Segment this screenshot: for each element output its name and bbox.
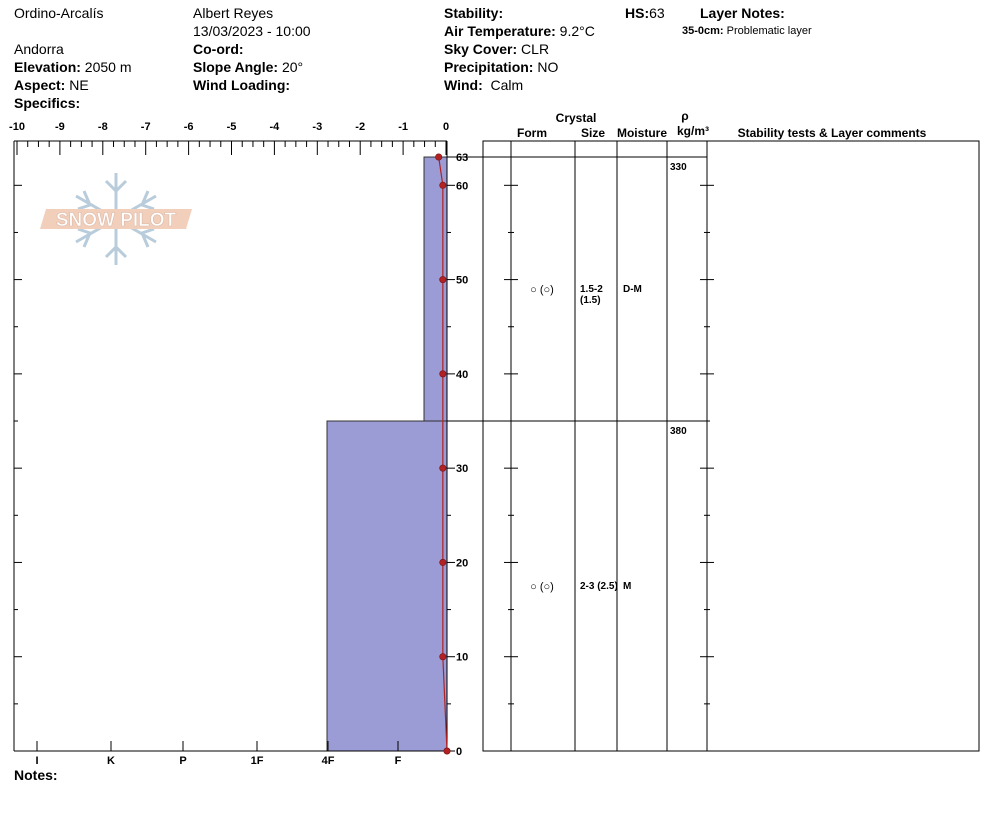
sky-cover: Sky Cover: CLR bbox=[444, 40, 549, 58]
temperature-point-7 bbox=[443, 747, 451, 755]
temp-tick-label-0: -10 bbox=[9, 121, 25, 133]
wind-label: Wind: bbox=[444, 77, 483, 93]
slope: Slope Angle: 20° bbox=[193, 58, 303, 76]
snowpilot-logo: SNOW PILOT bbox=[40, 173, 192, 265]
hardness-label-1: K bbox=[107, 755, 115, 767]
aspect-label: Aspect: bbox=[14, 77, 66, 93]
hardness-label-5: F bbox=[395, 755, 402, 767]
notes-label: Notes: bbox=[14, 767, 58, 783]
layer-note: 35-0cm: Problematic layer bbox=[682, 22, 812, 40]
layer-note-depth: 35-0cm: bbox=[682, 25, 724, 37]
stability: Stability: bbox=[444, 4, 503, 22]
elevation-label: Elevation: bbox=[14, 59, 81, 75]
location: Ordino-Arcalís bbox=[14, 5, 104, 21]
height-tick-label-6: 60 bbox=[456, 180, 468, 192]
temp-tick-label-9: -1 bbox=[398, 121, 408, 133]
temperature-point-2 bbox=[439, 276, 447, 284]
form-header: Form bbox=[517, 126, 547, 140]
air-temp: Air Temperature: 9.2°C bbox=[444, 22, 595, 40]
sky-value: CLR bbox=[521, 41, 550, 57]
temp-tick-label-3: -7 bbox=[141, 121, 151, 133]
height-tick-label-2: 20 bbox=[456, 557, 468, 569]
precip-label: Precipitation: bbox=[444, 59, 534, 75]
temperature-point-1 bbox=[439, 181, 447, 189]
air-temp-value: 9.2°C bbox=[559, 23, 595, 39]
aspect: Aspect: NE bbox=[14, 76, 89, 94]
aspect-value: NE bbox=[69, 77, 89, 93]
rho-header: ρ bbox=[681, 109, 688, 123]
height-tick-label-0: 0 bbox=[456, 746, 462, 758]
layer-form-1: ○ (○) bbox=[530, 581, 554, 593]
layer-table-frame bbox=[482, 140, 980, 752]
notes: Notes: bbox=[14, 766, 58, 784]
precip-value: NO bbox=[537, 59, 559, 75]
layer-moisture-0: D-M bbox=[623, 284, 642, 295]
temp-tick-label-1: -9 bbox=[55, 121, 65, 133]
coord: Co-ord: bbox=[193, 40, 244, 58]
hs-label: HS: bbox=[625, 5, 650, 21]
specifics-label: Specifics: bbox=[14, 95, 81, 111]
hardness-bar-1 bbox=[326, 420, 448, 752]
hardness-label-4: 4F bbox=[322, 755, 335, 767]
density-unit-header: kg/m³ bbox=[677, 124, 709, 138]
temp-tick-label-4: -6 bbox=[184, 121, 194, 133]
wind-value: Calm bbox=[490, 77, 524, 93]
wind: Wind: Calm bbox=[444, 76, 523, 94]
datetime: 13/03/2023 - 10:00 bbox=[193, 23, 311, 39]
hs: HS:63 bbox=[625, 4, 665, 22]
layer-notes: Layer Notes: bbox=[700, 4, 785, 22]
layer-form-0: ○ (○) bbox=[530, 284, 554, 296]
layer-density-0: 330 bbox=[670, 162, 687, 173]
stability-label: Stability: bbox=[444, 5, 504, 21]
layer-size-avg-0: (1.5) bbox=[580, 295, 601, 306]
logo-text: SNOW PILOT bbox=[56, 210, 177, 231]
height-tick-label-3: 30 bbox=[456, 463, 468, 475]
layer-moisture-1: M bbox=[623, 581, 631, 592]
height-tick-label-1: 10 bbox=[456, 652, 468, 664]
layer-density-1: 380 bbox=[670, 426, 687, 437]
elevation: Elevation: 2050 m bbox=[14, 58, 132, 76]
temp-tick-label-5: -5 bbox=[227, 121, 237, 133]
air-temp-label: Air Temperature: bbox=[444, 23, 556, 39]
temperature-point-5 bbox=[439, 558, 447, 566]
temp-tick-label-10: 0 bbox=[443, 121, 449, 133]
temp-tick-label-7: -3 bbox=[312, 121, 322, 133]
temp-tick-label-8: -2 bbox=[355, 121, 365, 133]
layer-size-0: 1.5-2 bbox=[580, 284, 603, 295]
hardness-bar-0 bbox=[423, 156, 448, 422]
hardness-label-0: I bbox=[35, 755, 38, 767]
height-tick-label-5: 50 bbox=[456, 275, 468, 287]
temperature-point-3 bbox=[439, 370, 447, 378]
size-header: Size bbox=[581, 126, 605, 140]
layer-note-text: Problematic layer bbox=[726, 25, 812, 37]
temperature-point-6 bbox=[439, 653, 447, 661]
crystal-header: Crystal bbox=[556, 111, 597, 125]
specifics: Specifics: bbox=[14, 94, 80, 112]
hs-value: 63 bbox=[649, 5, 665, 21]
wind-loading: Wind Loading: bbox=[193, 76, 290, 94]
wind-loading-label: Wind Loading: bbox=[193, 77, 291, 93]
temp-tick-label-6: -4 bbox=[270, 121, 281, 133]
temperature-point-4 bbox=[439, 464, 447, 472]
country: Andorra bbox=[14, 41, 64, 57]
moisture-header: Moisture bbox=[617, 126, 667, 140]
temperature-line bbox=[438, 156, 448, 752]
height-tick-label-7: 63 bbox=[456, 152, 468, 164]
precipitation: Precipitation: NO bbox=[444, 58, 558, 76]
coord-label: Co-ord: bbox=[193, 41, 244, 57]
temperature-point-0 bbox=[435, 153, 443, 161]
height-tick-label-4: 40 bbox=[456, 369, 468, 381]
comments-header: Stability tests & Layer comments bbox=[738, 126, 927, 140]
temp-tick-label-2: -8 bbox=[98, 121, 108, 133]
slope-value: 20° bbox=[281, 59, 304, 75]
sky-label: Sky Cover: bbox=[444, 41, 518, 57]
slope-label: Slope Angle: bbox=[193, 59, 279, 75]
elevation-value: 2050 m bbox=[84, 59, 132, 75]
hardness-label-3: 1F bbox=[251, 755, 264, 767]
layer-size-1: 2-3 (2.5) bbox=[580, 581, 618, 592]
observer: Albert Reyes bbox=[193, 5, 274, 21]
hardness-label-2: P bbox=[179, 755, 186, 767]
layer-notes-label: Layer Notes: bbox=[700, 5, 785, 21]
